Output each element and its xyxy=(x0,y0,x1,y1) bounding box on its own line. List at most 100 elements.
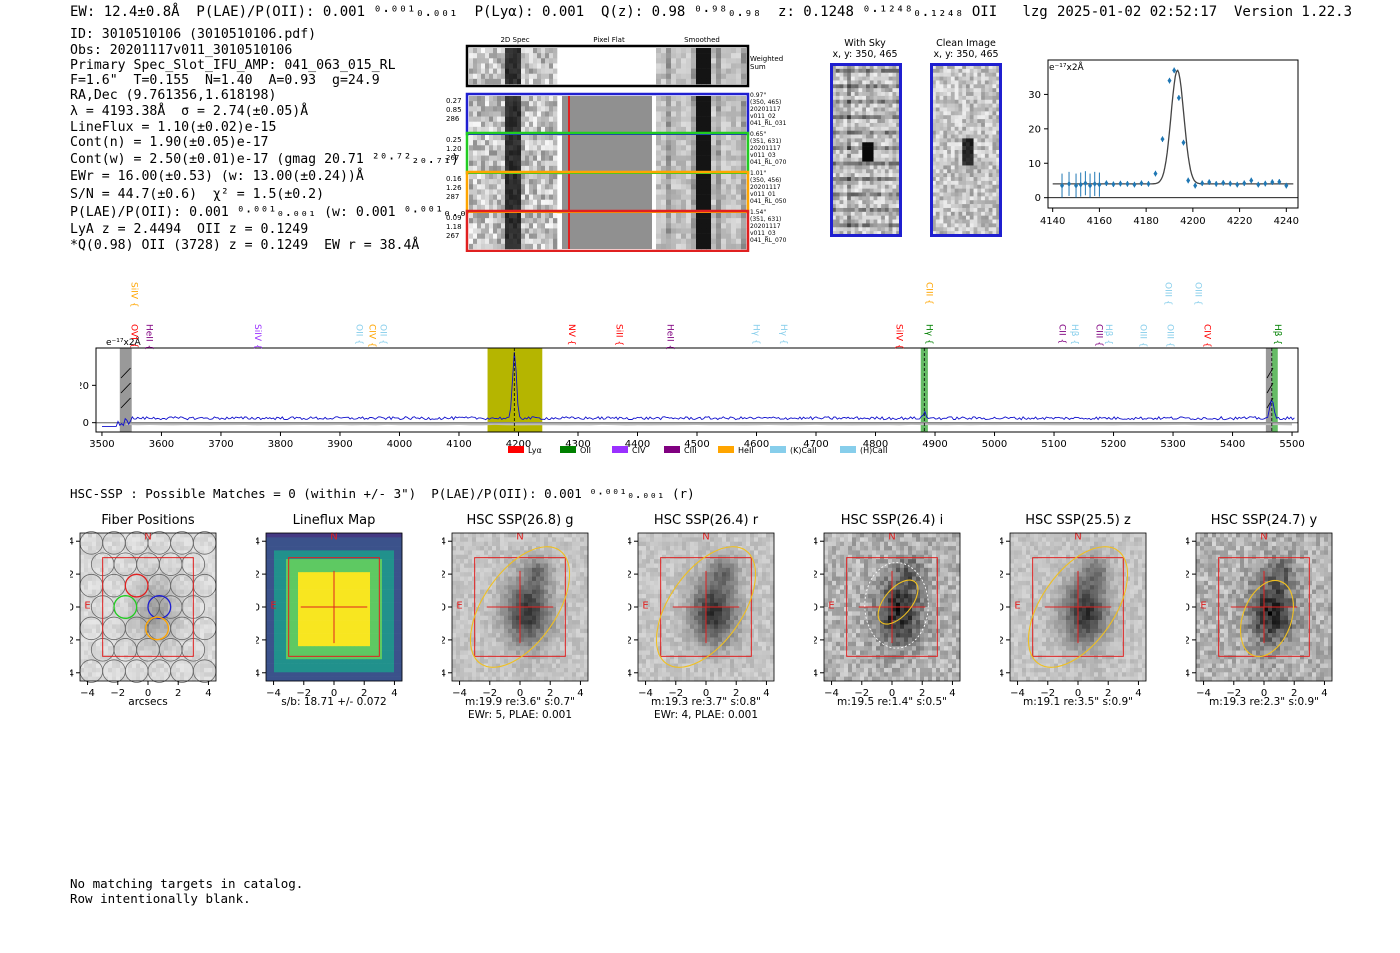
pixel xyxy=(642,672,647,677)
pixel xyxy=(456,663,461,669)
pixel xyxy=(88,537,93,543)
pixel xyxy=(706,624,711,630)
pixel xyxy=(310,541,315,547)
pixel xyxy=(108,533,113,538)
pixel xyxy=(670,624,675,630)
pixel xyxy=(662,541,667,547)
pixel xyxy=(758,559,763,564)
pixel xyxy=(200,593,205,599)
pixel xyxy=(516,572,521,577)
pixel xyxy=(762,602,767,608)
pixel xyxy=(326,585,331,590)
pixel xyxy=(144,646,149,651)
pixel xyxy=(346,659,351,664)
pixel xyxy=(104,624,109,630)
pixel xyxy=(306,615,311,621)
pixel xyxy=(750,598,755,603)
pixel xyxy=(314,672,319,677)
pixel xyxy=(386,628,391,634)
pixel xyxy=(556,667,561,673)
pixel xyxy=(742,659,747,664)
pixel xyxy=(302,554,307,560)
pixel xyxy=(456,580,461,586)
pixel xyxy=(298,624,303,630)
pixel xyxy=(730,641,735,647)
pixel xyxy=(140,589,145,595)
pixel xyxy=(314,620,319,625)
pixel xyxy=(270,633,275,638)
pixel xyxy=(350,624,355,630)
pixel xyxy=(686,533,691,538)
pixel xyxy=(690,554,695,560)
pixel xyxy=(544,667,549,673)
hsc-header: HSC-SSP : Possible Matches = 0 (within +… xyxy=(70,486,695,501)
pixel xyxy=(460,659,465,664)
pixel xyxy=(758,585,763,590)
pixel xyxy=(204,672,209,677)
pixel xyxy=(120,567,125,573)
pixel xyxy=(100,572,105,577)
pixel xyxy=(464,615,469,621)
pixel xyxy=(370,641,375,647)
pixel xyxy=(112,598,117,603)
pixel xyxy=(710,589,715,595)
pixel xyxy=(552,554,557,560)
pixel xyxy=(532,615,537,621)
pixel xyxy=(192,607,197,612)
pixel xyxy=(188,620,193,625)
pixel xyxy=(192,598,197,603)
pixel xyxy=(382,624,387,630)
pixel xyxy=(200,663,205,669)
pixel xyxy=(116,559,121,564)
pixel xyxy=(472,580,477,586)
pixel xyxy=(354,659,359,664)
pixel xyxy=(164,628,169,634)
pixel xyxy=(536,598,541,603)
pixel xyxy=(642,646,647,651)
line-label-text: CII { xyxy=(1056,324,1066,344)
pixel xyxy=(184,567,189,573)
pixel xyxy=(500,633,505,638)
pixel xyxy=(180,611,185,617)
pixel xyxy=(358,615,363,621)
pixel xyxy=(488,633,493,638)
pixel xyxy=(710,563,715,569)
pixel xyxy=(148,554,153,560)
pixel xyxy=(662,641,667,647)
pixel xyxy=(516,650,521,656)
pixel xyxy=(536,620,541,625)
pixel xyxy=(524,663,529,669)
pixel xyxy=(196,646,201,651)
pixel xyxy=(504,650,509,656)
pixel xyxy=(480,585,485,590)
pixel xyxy=(544,654,549,660)
pixel xyxy=(722,607,727,612)
pixel xyxy=(480,567,485,573)
pixel xyxy=(758,611,763,617)
pixel xyxy=(386,572,391,577)
pixel xyxy=(528,628,533,634)
pixel xyxy=(298,589,303,595)
pixel xyxy=(686,585,691,590)
pixel xyxy=(318,646,323,651)
zoom-data-point xyxy=(1097,181,1102,188)
pixel xyxy=(670,611,675,617)
pixel xyxy=(148,572,153,577)
line-label: OIII { xyxy=(1193,282,1203,306)
pixel xyxy=(152,654,157,660)
pixel xyxy=(350,537,355,543)
pixel xyxy=(560,541,565,547)
pixel xyxy=(386,576,391,582)
pixel xyxy=(128,667,133,673)
pixel xyxy=(524,620,529,625)
pixel xyxy=(548,598,553,603)
pixel xyxy=(508,567,513,573)
pixel xyxy=(330,667,335,673)
pixel xyxy=(658,567,663,573)
pixel xyxy=(646,580,651,586)
pixel xyxy=(96,672,101,677)
pixel xyxy=(718,624,723,630)
pixel xyxy=(386,563,391,569)
pixel xyxy=(488,654,493,660)
pixel xyxy=(638,646,643,651)
